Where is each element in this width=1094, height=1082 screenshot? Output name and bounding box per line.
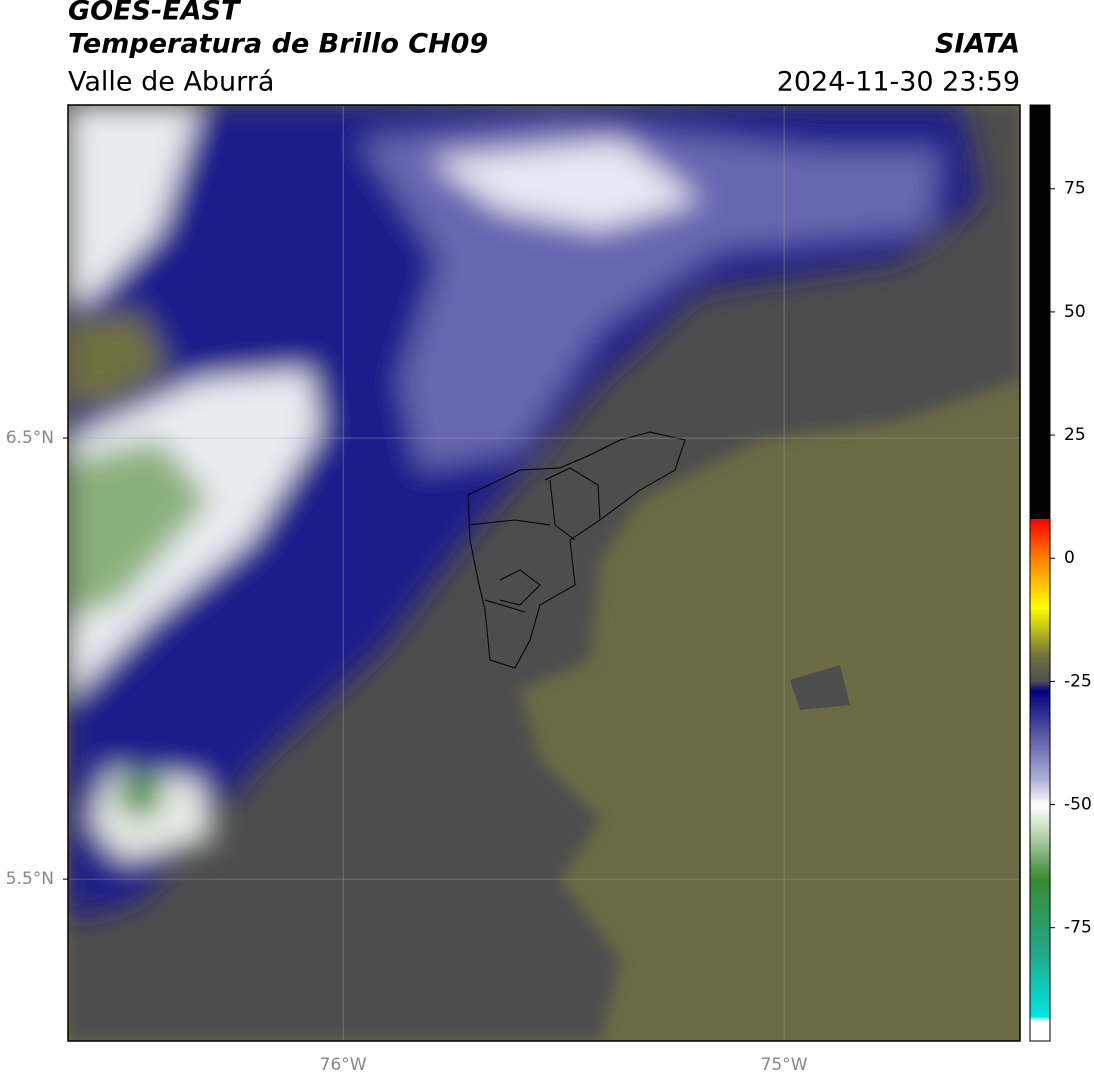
subtitle: Temperatura de Brillo CH09 [68,29,488,60]
lon-tick-label: 75°W [761,1055,808,1075]
lon-tick-label: 76°W [320,1055,367,1075]
lat-tick-label: 5.5°N [6,869,54,889]
colorbar [1029,104,1051,1042]
municipality-boundaries [467,431,686,669]
colorbar-tick-label: 25 [1064,425,1086,445]
satellite-image [68,105,1020,1041]
colorbar-tick-label: -75 [1064,918,1092,938]
region: Valle de Aburrá [68,67,274,98]
title: GOES-EAST [68,0,242,27]
lat-tick-label: 6.5°N [6,428,54,448]
colorbar-tick-label: -25 [1064,671,1092,691]
colorbar-tick-label: 50 [1064,302,1086,322]
timestamp: 2024-11-30 23:59 [777,67,1020,98]
colorbar-tick-label: 0 [1064,548,1075,568]
colorbar-tick-label: 75 [1064,179,1086,199]
map-frame [67,104,1021,1042]
source: SIATA [935,29,1020,60]
colorbar-tick-label: -50 [1064,795,1092,815]
